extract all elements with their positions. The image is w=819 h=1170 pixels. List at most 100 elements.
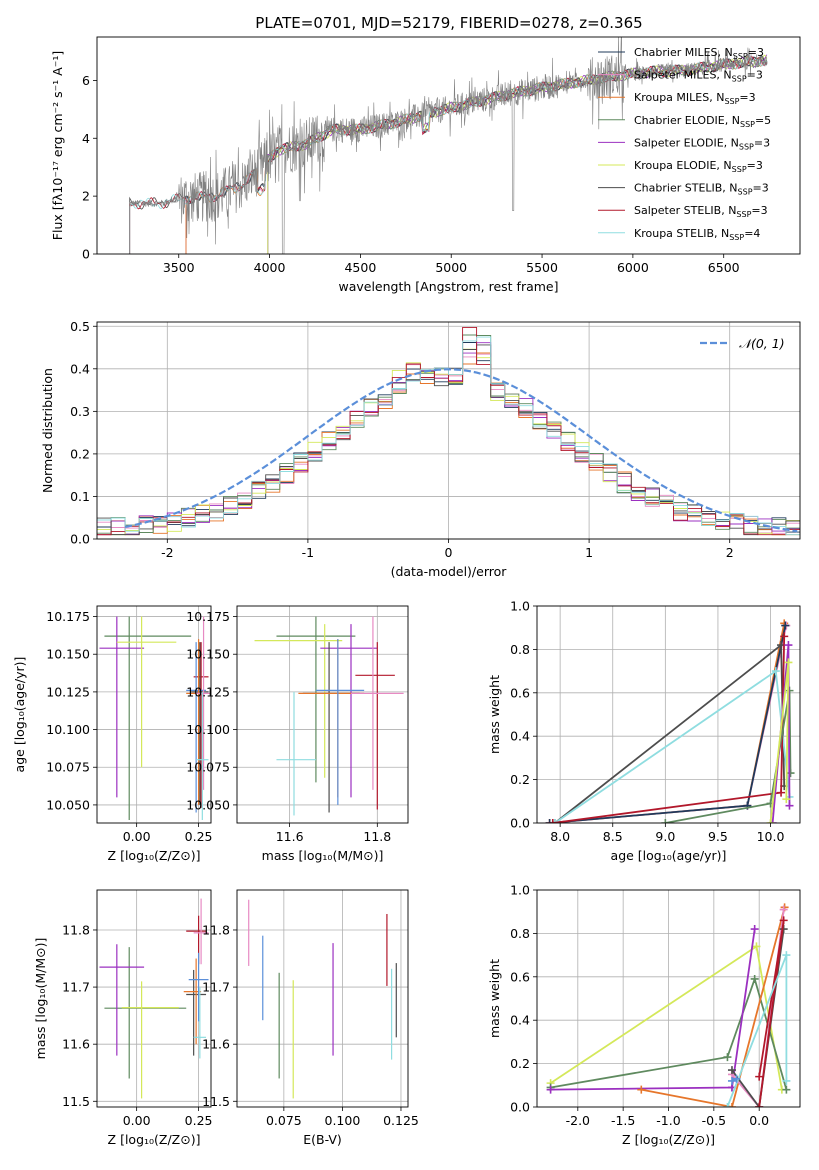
weight-marker <box>752 942 761 951</box>
histogram-step <box>97 336 800 536</box>
y-tick-label: 1.0 <box>510 599 530 614</box>
data-point <box>196 616 211 790</box>
y-tick-label: 0.3 <box>70 404 90 419</box>
weight-marker <box>755 1103 764 1107</box>
weight-series <box>723 951 791 1107</box>
weight-series <box>545 621 790 823</box>
x-tick-label: 9.0 <box>655 829 675 844</box>
y-tick-label: 11.8 <box>202 922 230 937</box>
weight-marker <box>727 1076 736 1085</box>
x-tick-label: 5000 <box>435 260 467 275</box>
y-tick-label: 10.175 <box>186 609 230 624</box>
y-tick-label: 10.100 <box>186 722 230 737</box>
x-tick-label: 0.25 <box>185 1113 213 1128</box>
data-point <box>188 952 209 1022</box>
legend-subscript: SSP <box>739 142 754 151</box>
data-point <box>351 616 404 790</box>
x-axis-label: wavelength [Angstrom, rest frame] <box>338 279 558 294</box>
x-tick-label: -1.5 <box>611 1113 635 1128</box>
x-tick-label: 0.00 <box>123 829 151 844</box>
legend-entry: Kroupa STELIB, NSSP=4 <box>634 227 760 242</box>
y-tick-label: 2 <box>82 189 90 204</box>
legend-name: Salpeter MILES, N <box>634 69 732 82</box>
y-tick-label: 0.6 <box>510 685 530 700</box>
y-tick-label: 0.4 <box>70 361 90 376</box>
weight-marker <box>779 905 788 914</box>
legend-name: Kroupa STELIB, N <box>634 227 729 240</box>
legend-value: =3 <box>747 69 763 82</box>
legend-name: Chabrier ELODIE, N <box>634 114 740 127</box>
data-point <box>193 898 209 965</box>
legend-value: =3 <box>751 204 767 217</box>
weight-marker <box>546 1085 555 1094</box>
y-tick-label: 0.0 <box>70 532 90 547</box>
data-point <box>121 981 179 1099</box>
x-tick-label: 9.5 <box>708 829 728 844</box>
legend-subscript: SSP <box>733 52 748 61</box>
legend-subscript: SSP <box>736 210 751 219</box>
y-tick-label: 11.5 <box>62 1094 90 1109</box>
weight-series <box>546 925 759 1094</box>
x-tick-label: -1 <box>302 545 314 560</box>
x-tick-label: 2 <box>726 545 734 560</box>
x-axis-label: mass [log₁₀(M/M⊙)] <box>262 848 384 863</box>
model-spectrum-line <box>267 54 768 254</box>
x-tick-label: 8.5 <box>603 829 623 844</box>
y-tick-label: 0.6 <box>510 969 530 984</box>
y-tick-label: 10.175 <box>46 609 90 624</box>
y-tick-label: 10.150 <box>46 647 90 662</box>
legend-value: =3 <box>748 46 764 59</box>
weight-marker <box>661 819 670 823</box>
y-tick-label: 10.050 <box>186 797 230 812</box>
chart-age_vs_mass: 11.6 11.8 10.050 10.075 10.100 10.125 10.150 10… <box>186 605 409 863</box>
y-tick-label: 10.075 <box>46 760 90 775</box>
figure-title: PLATE=0701, MJD=52179, FIBERID=0278, z=0… <box>255 14 642 32</box>
y-tick-label: 10.075 <box>186 760 230 775</box>
model-spectrum-line <box>267 56 768 254</box>
weight-marker <box>723 1103 732 1107</box>
x-tick-label: 0.0 <box>749 1113 769 1128</box>
weight-marker <box>723 1053 732 1062</box>
axes-frame <box>96 321 801 540</box>
x-tick-label: -2.0 <box>566 1113 590 1128</box>
y-tick-label: 0.2 <box>510 1056 530 1071</box>
y-tick-label: 10.125 <box>186 684 230 699</box>
legend-entry: Kroupa ELODIE, NSSP=3 <box>634 159 763 174</box>
legend-value: =3 <box>754 136 770 149</box>
chart-residuals: -2 -1 0 1 2 0.0 0.1 0.2 0.3 0.4 0.5 (data-model)/er… <box>40 319 801 579</box>
y-tick-label: 0.8 <box>510 642 530 657</box>
weight-marker <box>766 819 775 823</box>
x-axis-label: Z [log₁₀(Z/Z⊙)] <box>108 848 201 863</box>
legend-name: Chabrier MILES, N <box>634 46 733 59</box>
x-axis-label: (data-model)/error <box>391 564 508 579</box>
legend-value: =3 <box>753 182 769 195</box>
weight-marker <box>782 1085 791 1094</box>
y-tick-label: 0.1 <box>70 489 90 504</box>
chart-spectrum: 3500 4000 4500 5000 5500 6000 6500 0 2 4 6 waveleng… <box>50 36 801 294</box>
y-axis-label: mass weight <box>487 959 502 1038</box>
weight-marker <box>771 667 780 676</box>
weight-marker <box>786 769 795 778</box>
weight-marker <box>784 658 793 667</box>
legend-entry: 𝒩(0, 1) <box>739 336 785 351</box>
y-tick-label: 0.4 <box>510 729 530 744</box>
y-tick-label: 0 <box>82 247 90 262</box>
legend-name: Salpeter STELIB, N <box>634 204 736 217</box>
panels: 3500 4000 4500 5000 5500 6000 6500 0 2 4 6 waveleng… <box>12 36 801 1147</box>
x-tick-label: 10.0 <box>757 829 785 844</box>
chart-mass_vs_Z: 0.00 0.25 11.5 11.6 11.7 11.8 Z [log₁₀(Z/Z⊙)] m… <box>33 889 213 1147</box>
weight-series <box>550 667 794 823</box>
data-point <box>298 639 365 798</box>
x-tick-label: 1 <box>585 545 593 560</box>
y-tick-label: 10.150 <box>186 647 230 662</box>
data-point <box>193 987 207 1059</box>
x-tick-label: 4500 <box>344 260 376 275</box>
normal-curve <box>124 368 798 533</box>
weight-marker <box>732 1074 741 1083</box>
y-tick-label: 10.125 <box>46 684 90 699</box>
data-point <box>104 616 192 820</box>
plot-area <box>254 616 404 816</box>
weight-line <box>641 907 786 1107</box>
